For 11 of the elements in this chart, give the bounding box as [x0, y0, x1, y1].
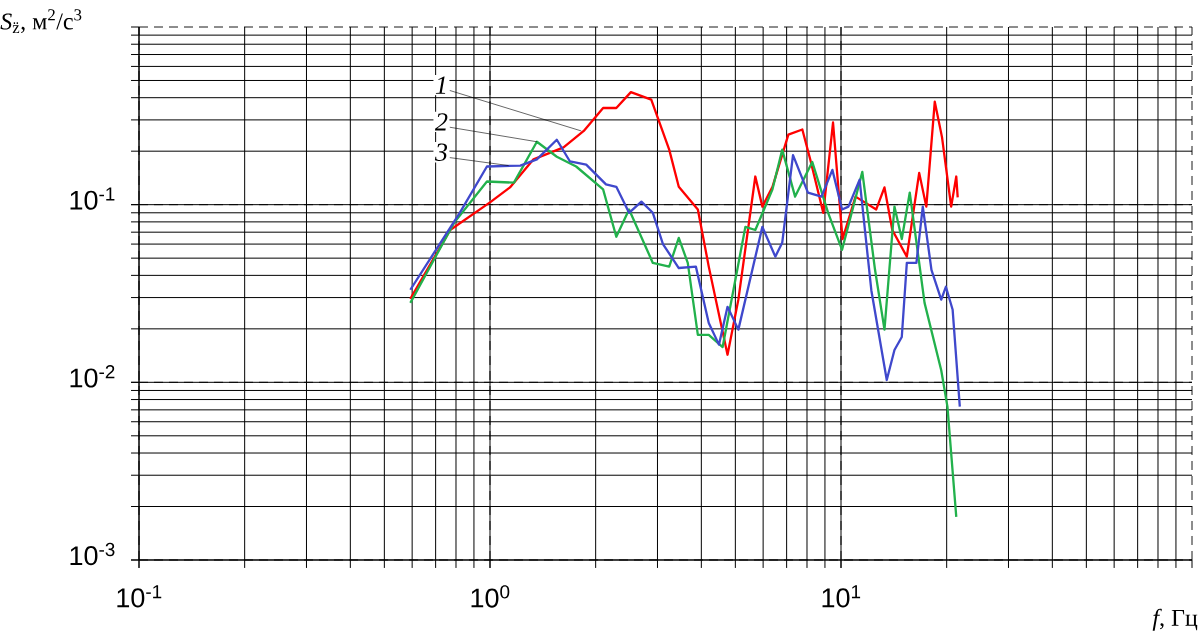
- annotation: 1: [435, 76, 446, 94]
- x-tick-label: 10$^{-1}$: [117, 585, 162, 608]
- y-tick-label: 10$^{-3}$: [70, 542, 115, 566]
- annotation: 3: [434, 143, 448, 161]
- x-axis-title: f, Гц: [1152, 608, 1198, 631]
- x-tick-label: 10$^{0}$: [471, 585, 510, 608]
- x-tick-label: 10$^{1}$: [822, 585, 861, 608]
- y-tick-label: 10$^{-2}$: [70, 365, 115, 388]
- y-tick-label: 10$^{-1}$: [70, 187, 115, 210]
- y-axis-title: S$_{z̈}$, м$^{2}$/с$^{3}$: [0, 9, 82, 34]
- annotation: 2: [434, 113, 448, 131]
